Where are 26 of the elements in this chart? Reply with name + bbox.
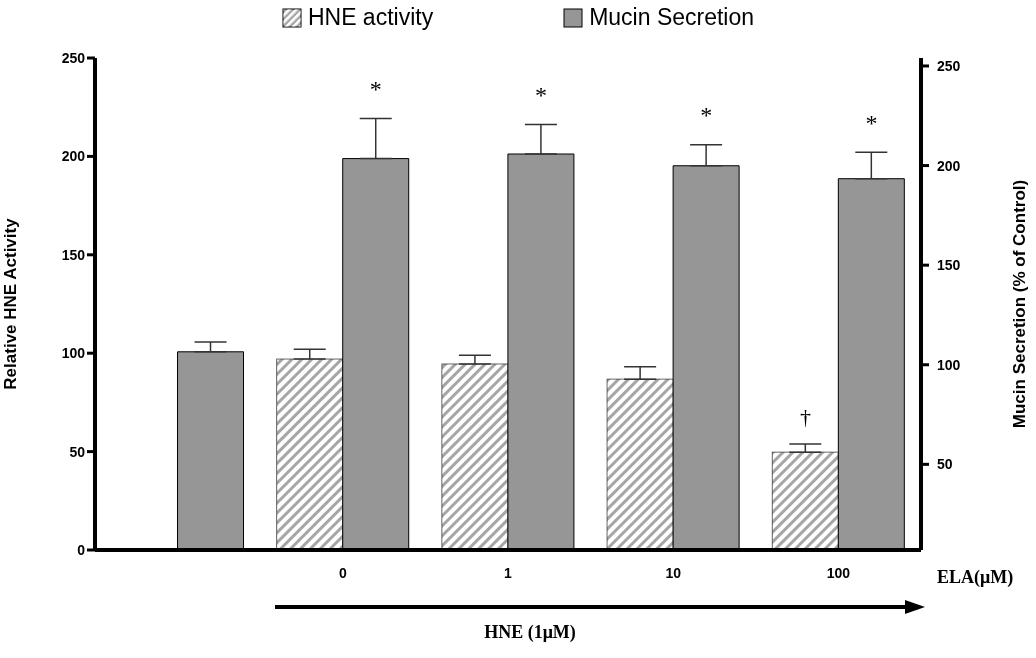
y2-tick-label: 200	[937, 157, 961, 174]
x-axis-title: ELA(μM)	[937, 567, 1014, 588]
x-tick-label: 0	[338, 564, 347, 581]
y-tick-label: 250	[61, 49, 86, 66]
legend-label: Mucin Secretion	[589, 4, 755, 31]
y2-axis-title: Mucin Secretion (% of Control)	[1010, 179, 1030, 429]
y-tick-label: 200	[61, 148, 86, 165]
y2-tick-label: 50	[937, 456, 953, 473]
y2-tick-label: 100	[937, 356, 961, 373]
annotation: *	[369, 76, 382, 103]
y2-tick-label: 150	[937, 257, 961, 274]
x-tick-label: 1	[504, 564, 513, 581]
text: HNE (1μM)	[483, 622, 577, 643]
annotation: *	[865, 109, 878, 136]
y-axis-title: Relative HNE Activity	[1, 217, 21, 390]
y-tick-label: 150	[61, 246, 86, 263]
x-tick-label: 10	[665, 564, 682, 581]
legend-label: HNE activity	[307, 4, 434, 31]
y-tick-label: 100	[61, 345, 86, 362]
y-tick-label: 0	[77, 541, 86, 558]
x-tick-label: 100	[826, 564, 851, 581]
annotation: *	[700, 102, 713, 129]
y-tick-label: 50	[69, 443, 86, 460]
y2-tick-label: 250	[937, 57, 961, 74]
annotation: *	[535, 82, 547, 109]
annotation: †	[799, 403, 811, 429]
